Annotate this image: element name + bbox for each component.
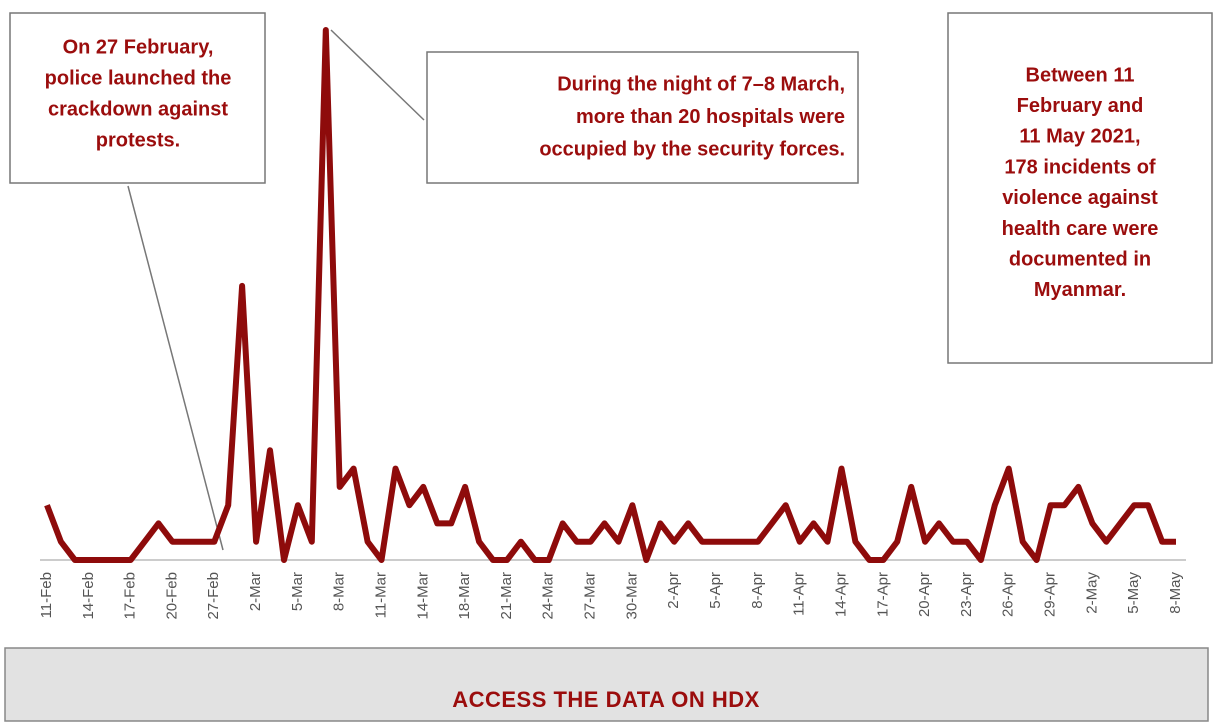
annotation-box xyxy=(9,12,266,184)
series-line xyxy=(44,27,1176,563)
annotation-box xyxy=(426,51,859,184)
annotation-text: 11 May 2021, xyxy=(1019,126,1140,148)
hdx-button[interactable]: ACCESS THE DATA ON HDX xyxy=(4,647,1209,722)
x-tick-label: 8-Apr xyxy=(749,572,766,609)
annotation-text: On 27 February, xyxy=(63,36,214,58)
x-tick-label: 30-Mar xyxy=(623,572,640,620)
x-tick-label: 29-Apr xyxy=(1042,572,1059,617)
annotation-text: Between 11 xyxy=(1026,64,1135,86)
button-label[interactable]: ACCESS THE DATA ON HDX xyxy=(452,687,760,712)
annotation-text: health care were xyxy=(1002,218,1159,240)
annotation-text: documented in xyxy=(1009,248,1151,270)
x-tick-label: 14-Feb xyxy=(80,572,97,620)
x-tick-label: 2-Mar xyxy=(247,572,264,611)
x-tick-label: 17-Apr xyxy=(874,572,891,617)
x-tick-label: 14-Mar xyxy=(414,572,431,620)
x-tick-label: 11-Feb xyxy=(38,572,55,618)
annotation-text: occupied by the security forces. xyxy=(539,138,845,160)
connector xyxy=(330,29,425,121)
x-tick-label: 8-Mar xyxy=(331,572,348,611)
x-tick-label: 5-Apr xyxy=(707,572,724,609)
annotation-text: Myanmar. xyxy=(1034,279,1126,301)
x-tick-label: 21-Mar xyxy=(498,572,515,620)
x-tick-label: 2-May xyxy=(1083,572,1100,614)
x-tick-label: 2-Apr xyxy=(665,572,682,609)
x-tick-label: 11-Mar xyxy=(372,572,389,618)
annotation-text: police launched the xyxy=(45,67,232,89)
annotation-text: During the night of 7–8 March, xyxy=(557,73,845,95)
annotation-text: violence against xyxy=(1002,187,1158,209)
button-background[interactable] xyxy=(4,647,1209,722)
x-tick-label: 23-Apr xyxy=(958,572,975,617)
annotation-text: February and xyxy=(1017,95,1144,117)
x-tick-label: 17-Feb xyxy=(122,572,139,620)
x-tick-label: 5-Mar xyxy=(289,572,306,611)
x-tick-label: 27-Feb xyxy=(205,572,222,620)
x-tick-label: 20-Feb xyxy=(163,572,180,620)
x-tick-label: 20-Apr xyxy=(916,572,933,617)
x-tick-label: 27-Mar xyxy=(582,572,599,620)
annotation-text: more than 20 hospitals were xyxy=(576,106,845,128)
x-tick-label: 26-Apr xyxy=(1000,572,1017,617)
annotation-text: 178 incidents of xyxy=(1004,156,1155,178)
x-tick-label: 5-May xyxy=(1125,572,1142,614)
x-tick-label: 18-Mar xyxy=(456,572,473,620)
annotation-text: crackdown against xyxy=(48,98,228,120)
annotation-text: protests. xyxy=(96,129,180,151)
x-tick-label: 14-Apr xyxy=(832,572,849,617)
x-tick-label: 8-May xyxy=(1167,572,1184,614)
connector xyxy=(127,185,224,551)
x-tick-label: 24-Mar xyxy=(540,572,557,620)
x-tick-label: 11-Apr xyxy=(791,572,808,616)
annotation-box xyxy=(947,12,1213,364)
